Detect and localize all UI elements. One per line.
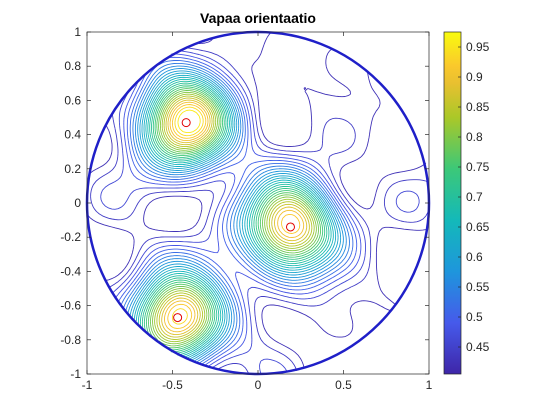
colorbar-tick-label: 0.8 — [466, 130, 483, 144]
contour-line — [164, 101, 305, 333]
x-tick-label: 0 — [255, 378, 262, 392]
x-tick-label: -0.5 — [162, 378, 183, 392]
colorbar-tick-label: 0.9 — [466, 70, 483, 84]
maxima-markers — [173, 118, 295, 323]
x-tick-label: -1 — [82, 378, 93, 392]
colorbar-tick-label: 0.6 — [466, 250, 483, 264]
y-tick-label: 0.8 — [64, 59, 81, 73]
contour-line — [122, 62, 350, 364]
y-tick-label: -1 — [70, 367, 81, 381]
colorbar-tick-label: 0.45 — [466, 340, 490, 354]
contour-line — [156, 95, 313, 340]
colorbar: 0.45 0.5 0.55 0.6 0.65 0.7 0.75 0.8 0.85 0.9 0.95 — [443, 31, 490, 375]
y-tick-label: -0.8 — [60, 333, 81, 347]
contour-line — [100, 50, 420, 374]
colorbar-tick-label: 0.65 — [466, 220, 490, 234]
contour-line — [149, 90, 319, 347]
contour-line — [117, 56, 358, 366]
y-tick-label: -0.6 — [60, 299, 81, 313]
colorbar-tick-label: 0.75 — [466, 160, 490, 174]
maximum-marker — [173, 313, 183, 323]
contour-line — [141, 82, 328, 354]
y-tick-label: 0 — [74, 196, 81, 210]
contour-line — [87, 32, 427, 368]
chart-title: Vapaa orientaatio — [200, 10, 316, 26]
x-axis: -1 -0.5 0 0.5 1 — [82, 32, 433, 392]
contour-line — [90, 47, 429, 374]
contour-line — [125, 65, 347, 362]
contour-line — [167, 104, 301, 329]
y-tick-label: 0.2 — [64, 162, 81, 176]
contour-line — [114, 53, 362, 367]
y-tick-label: 1 — [74, 25, 81, 39]
colorbar-tick-label: 0.5 — [466, 310, 483, 324]
contour-line — [137, 78, 332, 356]
maximum-marker — [285, 222, 295, 232]
y-tick-label: 0.4 — [64, 128, 81, 142]
colorbar-tick-label: 0.7 — [466, 190, 483, 204]
contour-line — [158, 97, 310, 338]
contour-line — [147, 88, 322, 349]
y-tick-label: -0.2 — [60, 230, 81, 244]
colorbar-frame — [443, 31, 462, 375]
contour-line — [154, 93, 315, 343]
colorbar-gradient — [444, 32, 461, 374]
contour-line — [177, 109, 201, 134]
colorbar-ticks: 0.45 0.5 0.55 0.6 0.65 0.7 0.75 0.8 0.85 0.9 0.95 — [458, 40, 490, 354]
colorbar-tick-label: 0.95 — [466, 40, 490, 54]
maximum-marker — [181, 118, 191, 128]
contour-line — [152, 91, 317, 345]
x-tick-label: 0.5 — [335, 378, 352, 392]
contour-line — [161, 99, 308, 336]
y-axis: -1 -0.8 -0.6 -0.4 -0.2 0 0.2 0.4 0.6 0.8 1 — [60, 25, 429, 381]
x-tick-label: 1 — [426, 378, 433, 392]
colorbar-tick-label: 0.85 — [466, 100, 490, 114]
contour-lines — [87, 32, 429, 374]
colorbar-tick-label: 0.55 — [466, 280, 490, 294]
contour-line — [171, 106, 293, 325]
y-tick-label: 0.6 — [64, 93, 81, 107]
y-tick-label: -0.4 — [60, 264, 81, 278]
